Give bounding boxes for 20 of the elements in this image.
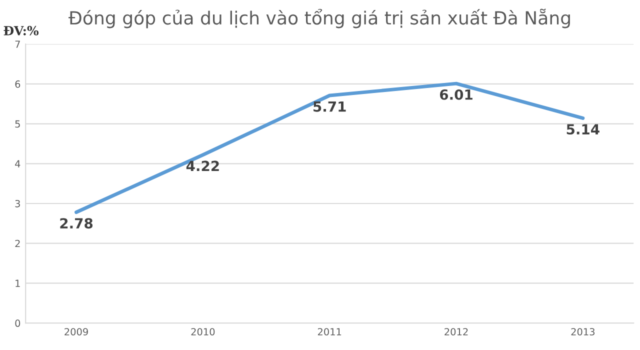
x-tick-label: 2009 xyxy=(64,328,88,336)
x-tick-label: 2010 xyxy=(191,328,215,336)
data-label: 5.14 xyxy=(566,124,600,135)
x-tick-label: 2013 xyxy=(571,328,595,336)
y-tick-label: 6 xyxy=(15,80,20,88)
y-tick-label: 5 xyxy=(15,120,20,128)
data-label: 6.01 xyxy=(440,89,472,100)
y-tick-label: 1 xyxy=(16,280,20,287)
y-tick-label: 4 xyxy=(15,160,20,168)
y-axis-title: ĐV:% xyxy=(4,26,39,36)
x-tick-label: 2011 xyxy=(318,328,342,336)
data-label: 4.22 xyxy=(186,160,219,171)
y-tick-label: 0 xyxy=(15,320,20,327)
y-tick-label: 7 xyxy=(15,40,20,48)
chart-title: Đóng góp của du lịch vào tổng giá trị sản xuất Đà Nẵng xyxy=(68,8,570,28)
data-label: 5.71 xyxy=(314,101,346,112)
data-label: 2.78 xyxy=(60,218,93,229)
y-tick-label: 2 xyxy=(15,240,20,248)
y-tick-label: 3 xyxy=(15,200,20,208)
x-tick-label: 2012 xyxy=(444,328,468,336)
